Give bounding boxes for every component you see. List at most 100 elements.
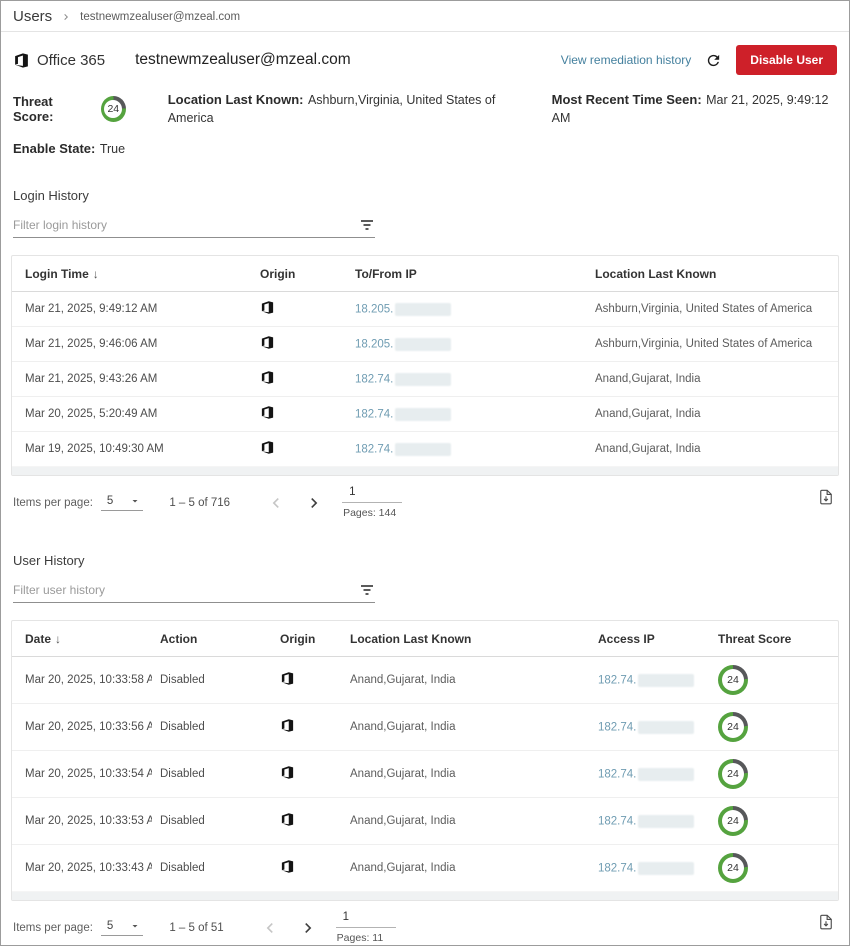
login-history-pagination: Items per page: 5 1 – 5 of 716 Pages: 14… xyxy=(1,476,849,527)
login-history-row: Mar 21, 2025, 9:46:06 AM 18.205. Ashburn… xyxy=(12,326,838,362)
previous-page-button[interactable] xyxy=(264,491,288,515)
login-history-filter-input[interactable] xyxy=(13,218,359,232)
sort-desc-icon: ↓ xyxy=(55,632,62,646)
view-remediation-history-link[interactable]: View remediation history xyxy=(560,53,692,67)
enable-state-value: True xyxy=(99,142,126,156)
date-cell: Mar 20, 2025, 10:33:56 AM xyxy=(12,703,152,751)
office-365-icon xyxy=(261,371,274,384)
ip-cell: 182.74. xyxy=(590,845,710,892)
ip-link[interactable]: 182.74. xyxy=(355,443,394,456)
action-cell: Disabled xyxy=(152,797,272,845)
origin-cell xyxy=(272,797,342,845)
items-per-page-select[interactable]: 5 xyxy=(100,495,144,511)
origin-cell xyxy=(252,291,347,327)
redacted-ip xyxy=(638,814,695,828)
column-login-time[interactable]: Login Time ↓ xyxy=(12,256,252,292)
breadcrumb-users-link[interactable]: Users xyxy=(13,8,53,25)
ip-link[interactable]: 18.205. xyxy=(355,303,394,316)
items-per-page-select[interactable]: 5 xyxy=(100,919,144,936)
office-365-icon xyxy=(261,441,274,454)
redacted-ip xyxy=(638,767,695,781)
chevron-left-icon xyxy=(272,497,279,508)
origin-cell xyxy=(272,845,342,892)
ip-cell: 182.74. xyxy=(590,703,710,751)
location-last-known-label: Location Last Known: xyxy=(167,92,304,107)
ip-link[interactable]: 182.74. xyxy=(598,674,637,687)
origin-cell xyxy=(252,361,347,397)
range-label: 1 – 5 of 716 xyxy=(169,496,231,509)
ip-link[interactable]: 182.74. xyxy=(598,768,637,781)
items-per-page-label: Items per page: xyxy=(13,921,93,934)
location-cell: Anand,Gujarat, India xyxy=(342,656,590,704)
horizontal-scrollbar[interactable] xyxy=(12,466,838,475)
action-cell: Disabled xyxy=(152,750,272,798)
column-date[interactable]: Date ↓ xyxy=(12,621,152,657)
location-cell: Anand,Gujarat, India xyxy=(595,443,701,455)
user-history-table: Date ↓ Action Origin Location Last Known … xyxy=(12,621,838,891)
user-history-row: Mar 20, 2025, 10:33:54 AM Disabled Anand… xyxy=(12,750,838,798)
page-number-input[interactable] xyxy=(342,486,403,503)
score-cell: 24 xyxy=(710,750,838,798)
page-number-input[interactable] xyxy=(335,911,396,928)
chevron-left-icon xyxy=(266,922,273,933)
login-history-row: Mar 21, 2025, 9:49:12 AM 18.205. Ashburn… xyxy=(12,291,838,327)
redacted-ip xyxy=(395,407,452,421)
location-last-known-group: Location Last Known: Ashburn,Virginia, U… xyxy=(168,91,528,127)
breadcrumb-current: testnewmzealuser@mzeal.com xyxy=(80,10,241,23)
origin-cell xyxy=(252,326,347,362)
ip-link[interactable]: 182.74. xyxy=(598,815,637,828)
horizontal-scrollbar[interactable] xyxy=(12,891,838,900)
export-button[interactable] xyxy=(817,913,835,931)
office-365-icon xyxy=(261,301,274,314)
next-page-button[interactable] xyxy=(296,916,320,940)
ip-link[interactable]: 18.205. xyxy=(355,338,394,351)
ip-cell: 182.74. xyxy=(347,432,587,467)
ip-link[interactable]: 182.74. xyxy=(598,862,637,875)
ip-cell: 182.74. xyxy=(590,797,710,845)
office-365-icon xyxy=(281,766,294,779)
column-action: Action xyxy=(152,621,272,657)
ip-cell: 18.205. xyxy=(347,326,587,362)
origin-cell xyxy=(272,656,342,704)
date-cell: Mar 20, 2025, 10:33:54 AM xyxy=(12,750,152,798)
column-location-last-known: Location Last Known xyxy=(587,256,838,292)
action-cell: Disabled xyxy=(152,703,272,751)
file-download-icon xyxy=(820,914,832,930)
ip-cell: 182.74. xyxy=(347,396,587,432)
refresh-button[interactable] xyxy=(705,52,722,69)
next-page-button[interactable] xyxy=(302,491,326,515)
threat-score-label: Threat Score: xyxy=(13,94,54,124)
previous-page-button[interactable] xyxy=(258,916,282,940)
export-button[interactable] xyxy=(817,488,835,506)
redacted-ip xyxy=(395,302,452,316)
threat-score-ring: 24 xyxy=(718,853,748,883)
origin-cell xyxy=(272,750,342,798)
date-cell: Mar 20, 2025, 10:33:58 AM xyxy=(12,656,152,704)
ip-link[interactable]: 182.74. xyxy=(355,408,394,421)
refresh-icon xyxy=(708,54,720,66)
user-history-filter-input[interactable] xyxy=(13,583,359,597)
user-history-row: Mar 20, 2025, 10:33:58 AM Disabled Anand… xyxy=(12,656,838,704)
redacted-ip xyxy=(395,442,452,456)
filter-icon xyxy=(360,585,374,595)
date-cell: Mar 20, 2025, 10:33:53 AM xyxy=(12,797,152,845)
disable-user-button[interactable]: Disable User xyxy=(736,45,837,75)
location-last-known-value: Ashburn,Virginia, United States of Ameri… xyxy=(167,93,496,125)
ip-cell: 182.74. xyxy=(347,361,587,397)
user-history-filter-button[interactable] xyxy=(359,584,375,596)
login-history-title: Login History xyxy=(13,188,89,203)
login-history-filter-button[interactable] xyxy=(359,219,375,231)
items-per-page-label: Items per page: xyxy=(13,496,93,509)
ip-link[interactable]: 182.74. xyxy=(355,373,394,386)
redacted-ip xyxy=(395,337,452,351)
location-cell: Ashburn,Virginia, United States of Ameri… xyxy=(587,326,838,362)
login-history-row: Mar 21, 2025, 9:43:26 AM 182.74. Anand,G… xyxy=(12,361,838,397)
items-per-page-value: 5 xyxy=(106,919,114,932)
filter-icon xyxy=(360,220,374,230)
date-cell: Mar 20, 2025, 10:33:43 AM xyxy=(25,862,152,874)
ip-link[interactable]: 182.74. xyxy=(598,721,637,734)
user-history-row: Mar 20, 2025, 10:33:56 AM Disabled Anand… xyxy=(12,703,838,751)
office-365-icon xyxy=(261,406,274,419)
provider: Office 365 xyxy=(13,52,105,69)
